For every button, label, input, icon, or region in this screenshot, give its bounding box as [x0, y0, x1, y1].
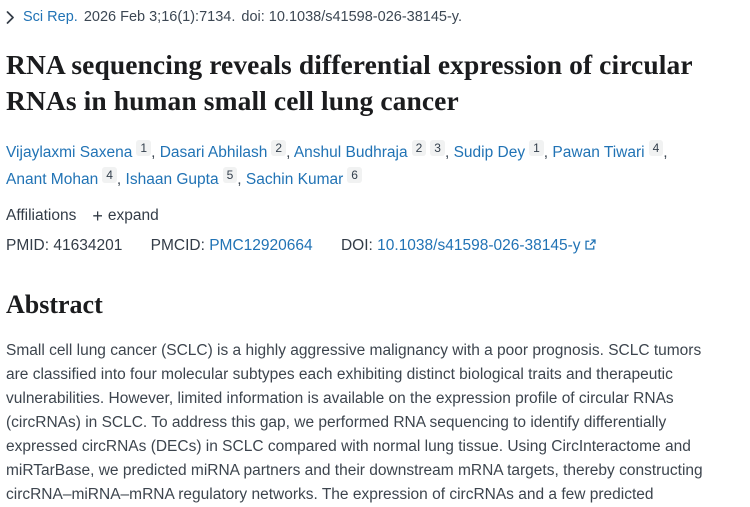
author-separator: ,: [237, 171, 246, 188]
pmcid-label: PMCID:: [150, 237, 205, 254]
doi-link[interactable]: 10.1038/s41598-026-38145-y: [377, 237, 581, 254]
author-separator: ,: [151, 144, 160, 161]
identifiers-row: PMID: 41634201 PMCID: PMC12920664 DOI: 1…: [6, 236, 712, 257]
article-title: RNA sequencing reveals differential expr…: [6, 49, 693, 116]
author-affiliation-superscript[interactable]: 4: [102, 167, 117, 183]
author-link[interactable]: Dasari Abhilash: [159, 144, 268, 161]
author-separator: ,: [116, 171, 126, 188]
author-affiliation-superscript[interactable]: 1: [529, 140, 544, 156]
doi-group: DOI: 10.1038/s41598-026-38145-y: [341, 237, 597, 254]
pmcid-group: PMCID: PMC12920664: [151, 237, 317, 254]
external-link-icon[interactable]: [584, 237, 597, 257]
author-affiliation-superscript[interactable]: 2: [411, 140, 427, 156]
author-affiliation-superscript[interactable]: 6: [347, 167, 362, 183]
pmid-group: PMID: 41634201: [6, 237, 127, 254]
author-affiliation-superscript[interactable]: 1: [136, 140, 152, 156]
author: Sudip Dey 1: [453, 140, 544, 161]
journal-citation-row: Sci Rep. 2026 Feb 3;16(1):7134. doi: 10.…: [6, 8, 712, 26]
author-link[interactable]: Pawan Tiwari: [552, 144, 645, 161]
author-link[interactable]: Ishaan Gupta: [125, 171, 219, 188]
author-link[interactable]: Sachin Kumar: [245, 171, 344, 188]
author-link[interactable]: Anant Mohan: [6, 171, 99, 188]
author: Anant Mohan 4: [6, 167, 117, 188]
author: Anshul Budhraja 2 3: [293, 140, 445, 161]
author-link[interactable]: Anshul Budhraja: [293, 144, 408, 161]
author-affiliation-superscript[interactable]: 4: [648, 140, 664, 156]
author: Ishaan Gupta 5: [125, 167, 238, 188]
citation-text: 2026 Feb 3;16(1):7134.: [83, 9, 236, 25]
author-separator: ,: [663, 144, 668, 161]
author: Vijaylaxmi Saxena 1: [6, 140, 152, 161]
abstract-heading: Abstract: [6, 290, 103, 319]
author-affiliation-superscript[interactable]: 3: [430, 140, 445, 156]
expand-affiliations-button[interactable]: + expand: [92, 207, 158, 225]
author: Sachin Kumar 6: [245, 167, 362, 188]
plus-icon: +: [92, 206, 103, 226]
citation-doi-text: doi: 10.1038/s41598-026-38145-y.: [241, 9, 462, 25]
expand-label: expand: [107, 207, 159, 224]
author-link[interactable]: Sudip Dey: [453, 144, 526, 161]
author-separator: ,: [543, 144, 553, 161]
author: Dasari Abhilash 2: [159, 140, 287, 161]
pmid-value: 41634201: [53, 237, 123, 254]
author-list: Vijaylaxmi Saxena 1, Dasari Abhilash 2, An…: [6, 139, 712, 193]
pmid-label: PMID:: [6, 237, 50, 254]
journal-link[interactable]: Sci Rep.: [23, 9, 78, 25]
author-affiliation-superscript[interactable]: 5: [222, 167, 238, 183]
author-link[interactable]: Vijaylaxmi Saxena: [6, 144, 133, 161]
chevron-right-icon[interactable]: [6, 10, 15, 24]
author-separator: ,: [444, 144, 454, 161]
abstract-paragraph: Small cell lung cancer (SCLC) is a highl…: [6, 342, 703, 503]
doi-label: DOI:: [340, 237, 373, 254]
author-separator: ,: [286, 144, 294, 161]
author-affiliation-superscript[interactable]: 2: [271, 140, 287, 156]
affiliations-row: Affiliations + expand: [6, 205, 712, 227]
author: Pawan Tiwari 4: [552, 140, 664, 161]
affiliations-label: Affiliations: [6, 207, 77, 224]
pmcid-link[interactable]: PMC12920664: [209, 237, 313, 254]
